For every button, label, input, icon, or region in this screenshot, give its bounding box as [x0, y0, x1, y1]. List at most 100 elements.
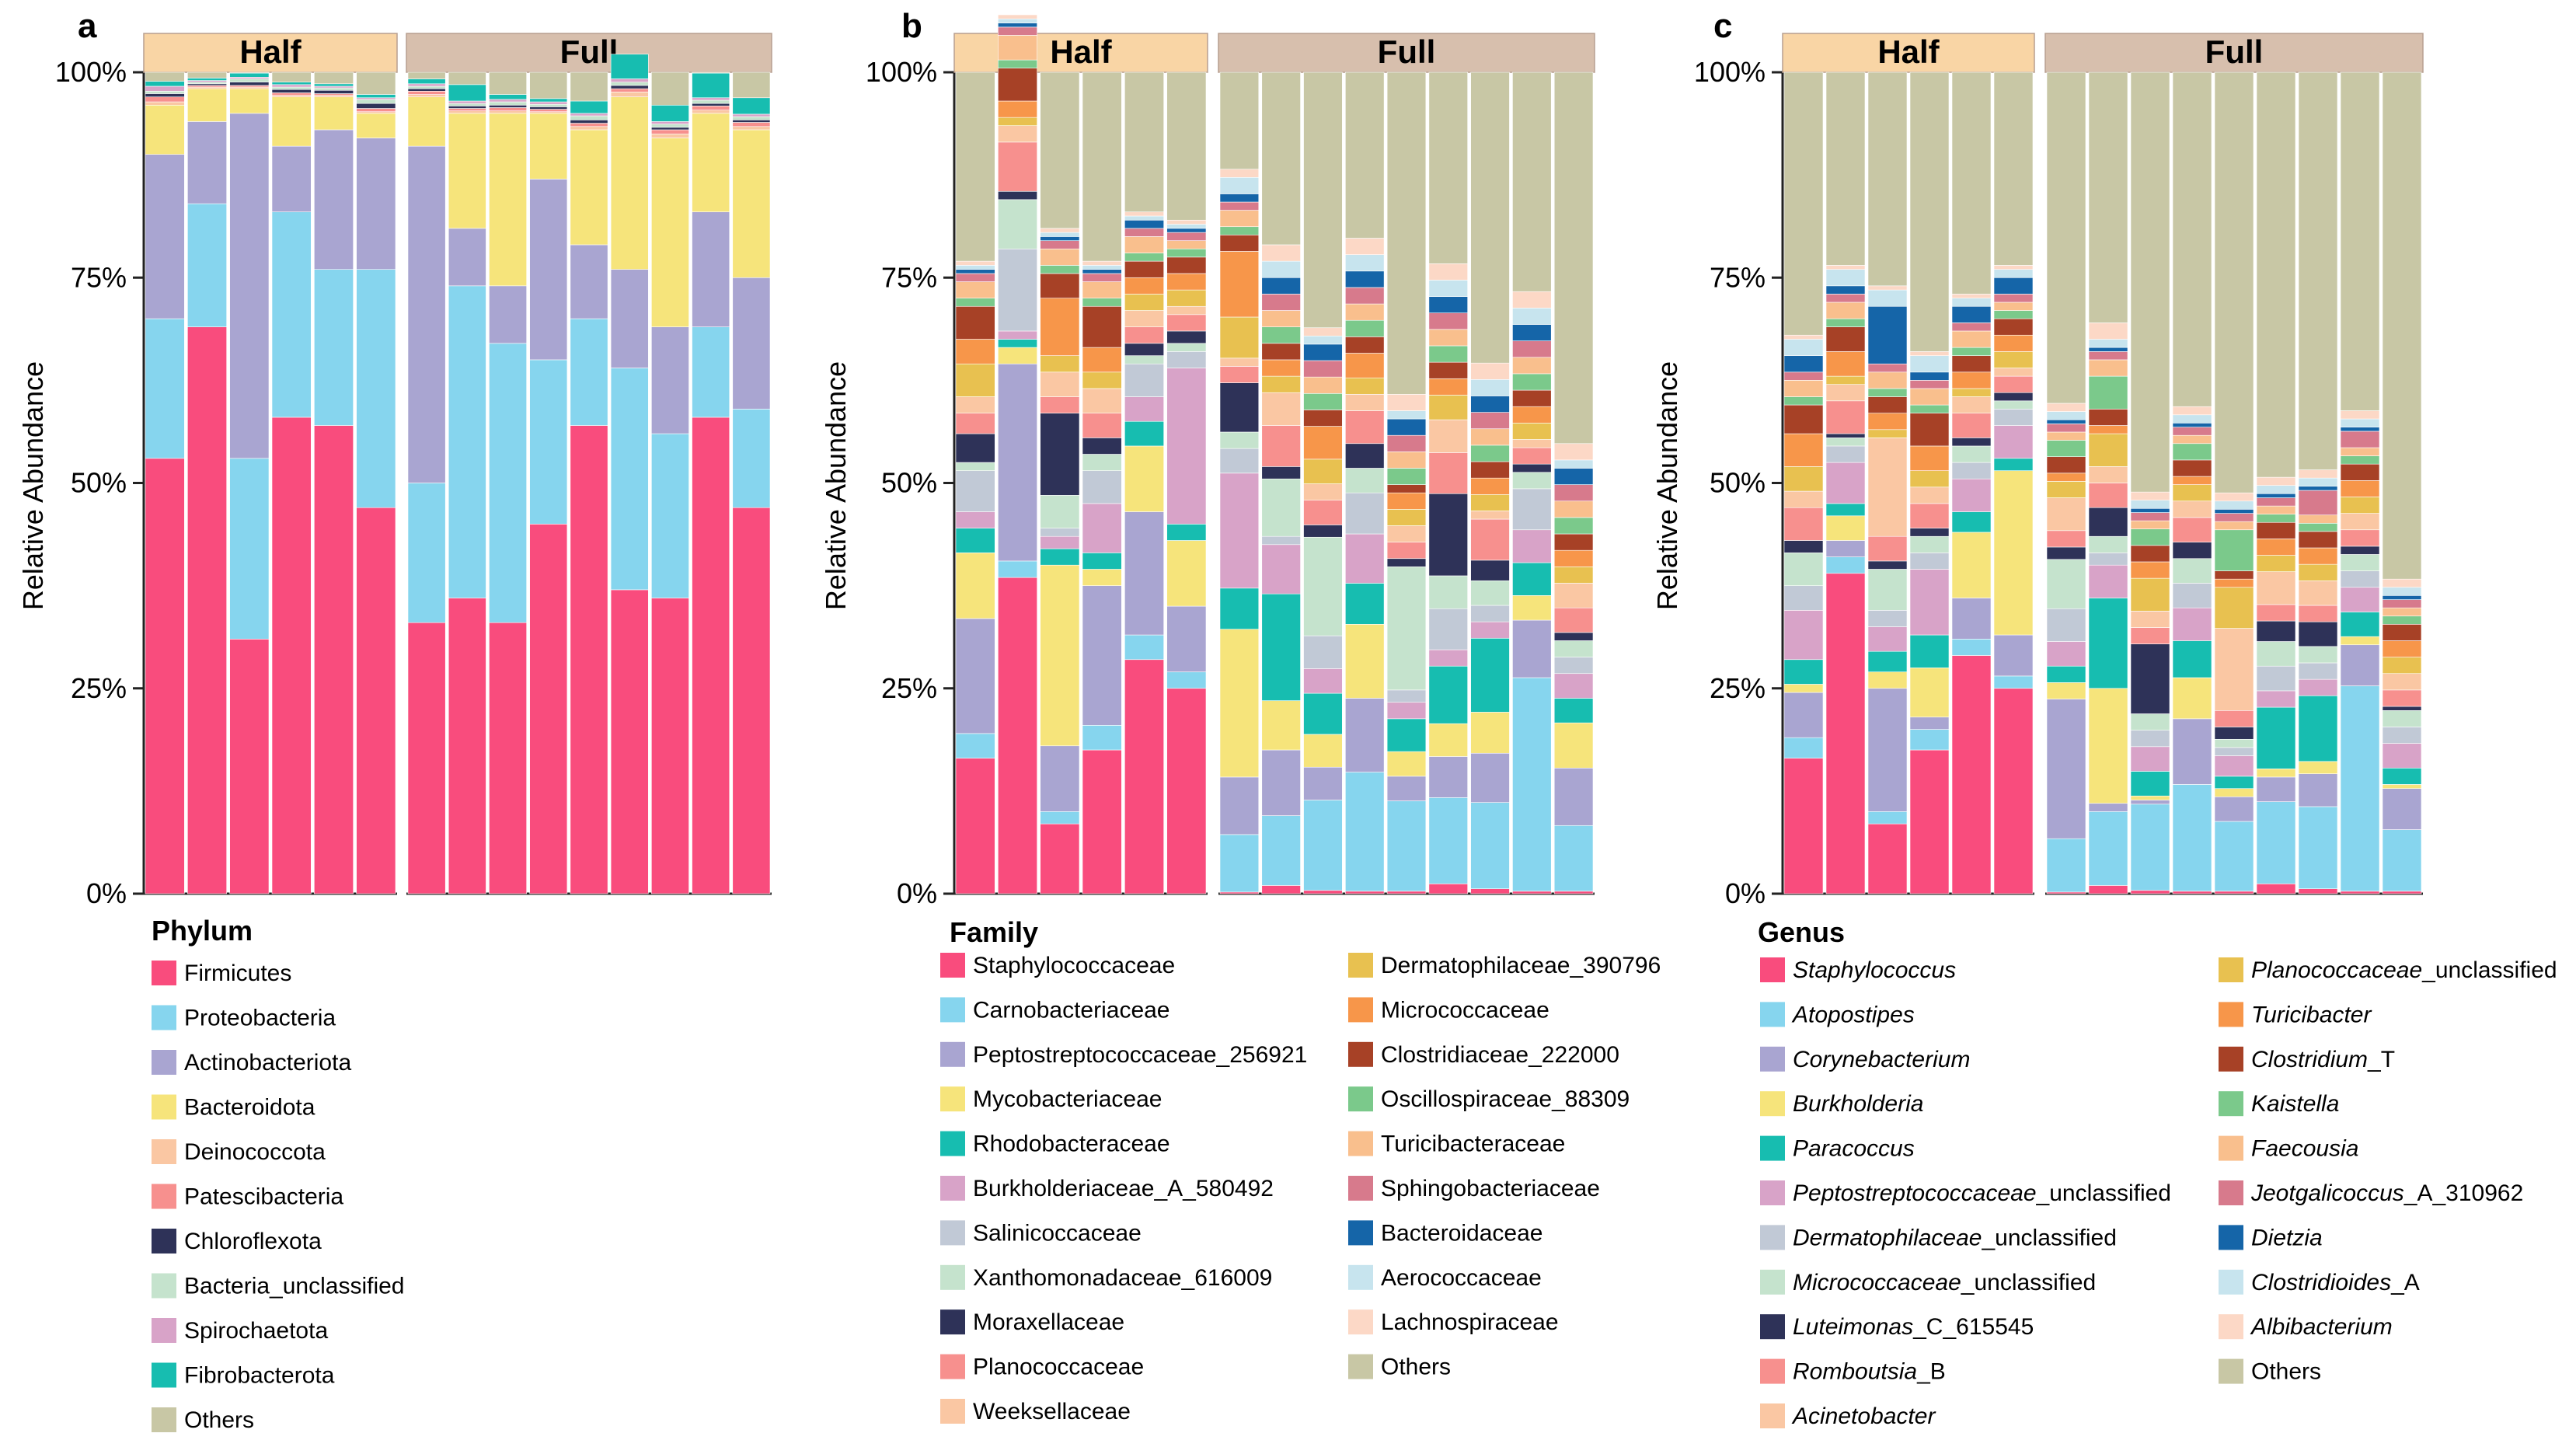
legend-item: Micrococcaceae_unclassified [1760, 1269, 2096, 1295]
bar-segment [1124, 294, 1164, 311]
bar-segment [1470, 511, 1510, 520]
bar-segment [570, 318, 608, 426]
bar-segment [1470, 412, 1510, 430]
bar-segment [1219, 201, 1260, 211]
bar-segment [955, 470, 995, 512]
bar-segment [1993, 265, 2034, 270]
bar-segment [1867, 823, 1908, 894]
bar-segment [1386, 702, 1427, 720]
legend-label: Peptostreptococcaceae_unclassified [1793, 1180, 2171, 1206]
bar-segment [489, 343, 527, 623]
stacked-bar [732, 71, 771, 894]
bar-segment [1825, 302, 1866, 319]
stacked-bar [271, 71, 312, 894]
bar-segment [407, 96, 446, 147]
bar-segment [1166, 224, 1207, 229]
bar-segment [2088, 535, 2128, 553]
bar-segment [1219, 234, 1260, 252]
bar-segment [187, 121, 227, 204]
bar-segment [570, 113, 608, 117]
bar-segment [356, 507, 396, 894]
legend-item: Rhodobacteraceae [940, 1131, 1170, 1157]
bar-segment [2382, 599, 2422, 608]
bar-segment [2214, 710, 2254, 727]
bar-segment [1909, 729, 1950, 751]
bar-segment [1261, 326, 1301, 344]
bar-segment [1124, 211, 1164, 217]
legend-item: Aerococcaceae [1348, 1264, 1542, 1291]
bar-segment [1993, 688, 2034, 894]
bar-segment [2130, 627, 2170, 644]
bar-segment [1512, 619, 1552, 678]
bar-segment [1261, 425, 1301, 467]
bar-segment [955, 733, 995, 758]
bar-segment [2256, 539, 2296, 556]
bar-segment [1345, 468, 1385, 493]
bar-segment [1951, 462, 1992, 479]
bar-segment [2172, 476, 2212, 485]
legend-item: Corynebacterium [1760, 1046, 1970, 1072]
legend-swatch [1348, 1220, 1373, 1246]
bar-segment [1219, 431, 1260, 449]
bar-segment [529, 98, 568, 103]
bar-segment [2172, 414, 2212, 424]
bar-segment [187, 80, 227, 82]
bar-segment [229, 77, 270, 79]
bar-segment [1386, 71, 1427, 395]
bar-segment [610, 368, 649, 591]
bar-segment [1428, 756, 1468, 798]
bar-segment [1124, 363, 1164, 397]
bar-segment [1553, 607, 1594, 633]
bar-segment [1345, 624, 1385, 699]
panel-b-y-ticks: 0% 25% 50% 75% 100% [866, 56, 1595, 909]
legend-swatch [940, 997, 965, 1023]
legend-item: Planococcaceae_unclassified [2219, 957, 2557, 983]
bar-segment [1040, 495, 1080, 528]
bar-segment [2214, 492, 2254, 502]
bar-segment [1909, 668, 1950, 718]
bar-segment [2088, 71, 2128, 323]
bar-segment [2088, 339, 2128, 348]
stacked-bar [448, 71, 486, 894]
bar-segment [1951, 639, 1992, 656]
bar-segment [998, 18, 1037, 23]
stacked-bar [1428, 71, 1468, 894]
bar-segment [356, 111, 396, 114]
bar-segment [2256, 706, 2296, 769]
bar-segment [1040, 248, 1080, 266]
legend-label: Carnobacteriaceae [973, 997, 1170, 1023]
bar-segment [1303, 536, 1343, 636]
bar-segment [1428, 649, 1468, 667]
legend-swatch [1760, 1135, 1785, 1161]
bar-segment [448, 285, 486, 598]
legend-item: Romboutsia_B [1760, 1358, 1946, 1385]
bar-segment [1166, 228, 1207, 233]
bar-segment [1909, 717, 1950, 730]
legend-item: Bacteroidaceae [1348, 1220, 1542, 1246]
bar-segment [1166, 273, 1207, 291]
bar-segment [1512, 439, 1552, 448]
bar-segment [2046, 481, 2086, 498]
bar-segment [1553, 891, 1594, 894]
bar-segment [2298, 563, 2338, 581]
bar-segment [1951, 323, 1992, 332]
legend-label: Actinobacteriota [184, 1050, 351, 1076]
bar-segment [2172, 583, 2212, 608]
bar-segment [1825, 573, 1866, 894]
legend-item: Acinetobacter [1760, 1403, 1936, 1429]
legend-swatch [2219, 1358, 2243, 1384]
bar-segment [1040, 548, 1080, 566]
legend-label: Bacteroidaceae [1381, 1220, 1542, 1246]
bar-segment [1512, 562, 1552, 596]
bar-segment [651, 127, 689, 131]
bar-segment [2298, 773, 2338, 807]
bar-segment [1219, 71, 1260, 170]
bar-segment [2340, 554, 2380, 571]
bar-segment [1303, 800, 1343, 891]
bar-segment [732, 113, 771, 117]
bar-segment [1993, 634, 2034, 677]
bar-segment [356, 97, 396, 100]
bar-segment [2214, 71, 2254, 493]
bar-segment [2046, 440, 2086, 457]
legend-label: Micrococcaceae_unclassified [1793, 1270, 2096, 1295]
